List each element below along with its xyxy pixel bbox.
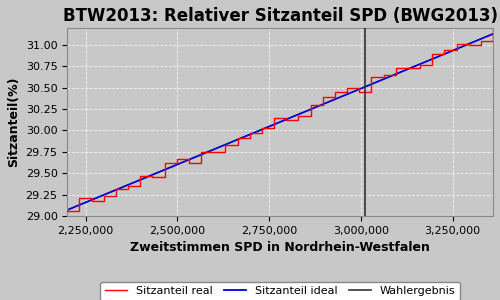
Sitzanteil ideal xyxy=(490,32,496,36)
Sitzanteil real xyxy=(271,116,277,119)
Sitzanteil real xyxy=(76,196,82,200)
Sitzanteil ideal xyxy=(356,87,362,91)
Title: BTW2013: Relativer Sitzanteil SPD (BWG2013): BTW2013: Relativer Sitzanteil SPD (BWG20… xyxy=(62,7,498,25)
Sitzanteil real xyxy=(64,209,70,212)
Line: Sitzanteil real: Sitzanteil real xyxy=(67,29,493,211)
X-axis label: Zweitstimmen SPD in Nordrhein-Westfalen: Zweitstimmen SPD in Nordrhein-Westfalen xyxy=(130,241,430,254)
Sitzanteil ideal xyxy=(252,130,258,134)
Legend: Sitzanteil real, Sitzanteil ideal, Wahlergebnis: Sitzanteil real, Sitzanteil ideal, Wahle… xyxy=(100,282,460,300)
Sitzanteil real xyxy=(222,143,228,147)
Sitzanteil real xyxy=(490,27,496,31)
Sitzanteil ideal xyxy=(64,208,70,212)
Sitzanteil ideal xyxy=(108,190,114,194)
Sitzanteil ideal xyxy=(404,68,410,71)
Sitzanteil ideal xyxy=(236,137,242,141)
Line: Sitzanteil ideal: Sitzanteil ideal xyxy=(67,34,493,210)
Sitzanteil real xyxy=(320,95,326,99)
Sitzanteil real xyxy=(186,161,192,165)
Y-axis label: Sitzanteil(%): Sitzanteil(%) xyxy=(7,77,20,167)
Sitzanteil ideal xyxy=(396,71,402,74)
Sitzanteil real xyxy=(466,43,471,47)
